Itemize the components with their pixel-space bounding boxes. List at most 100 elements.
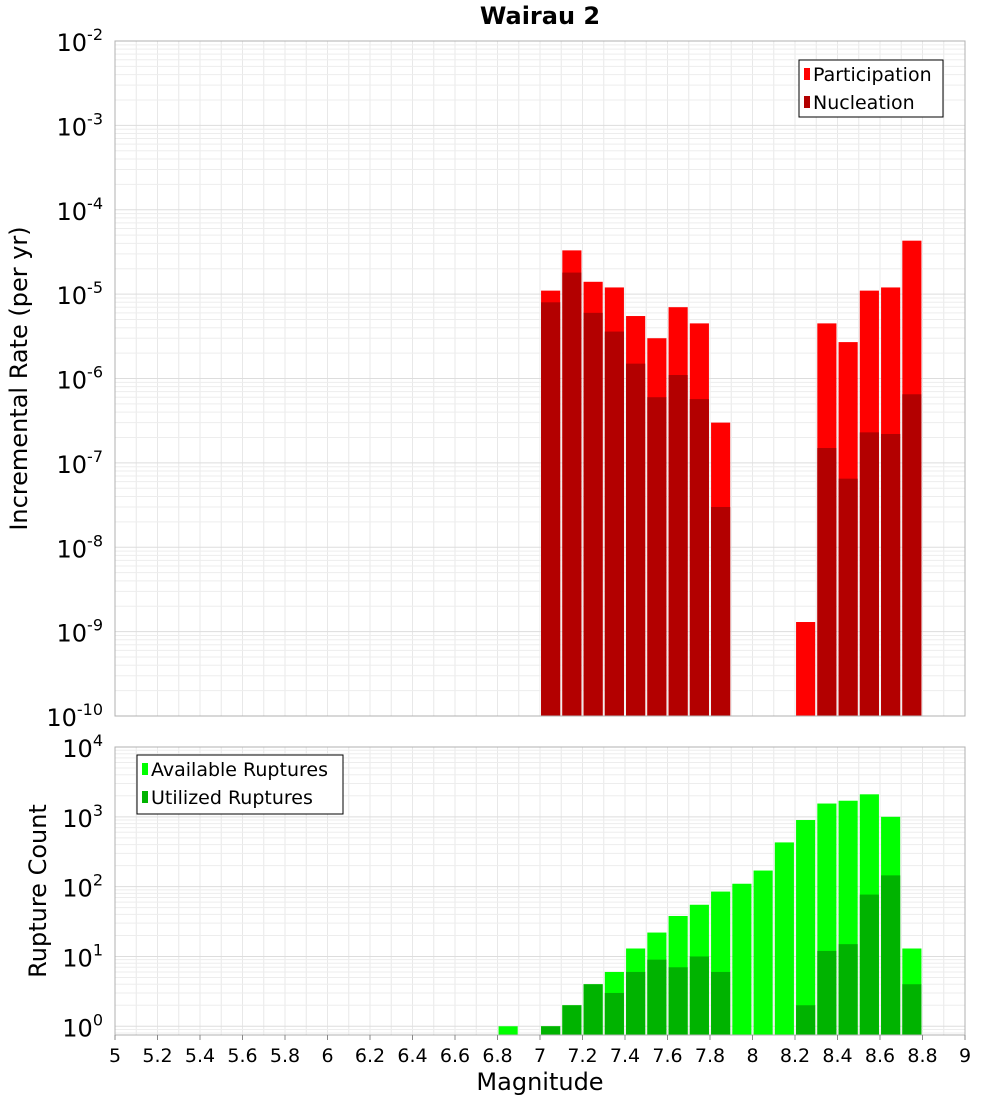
count-legend-swatch [142, 791, 148, 803]
count-x-tick-label: 5.6 [227, 1045, 257, 1067]
count-legend-box [136, 754, 344, 815]
rate-legend-box [798, 59, 944, 118]
count-x-tick-label: 8.6 [865, 1045, 895, 1067]
rate-bar [796, 622, 816, 716]
rate-y-tick-label: 10-3 [57, 109, 104, 141]
rate-bar [689, 399, 709, 716]
count-legend: Available Ruptures Utilized Ruptures [136, 754, 344, 815]
rate-legend-label: Nucleation [813, 92, 915, 114]
tick-mantissa: 10 [57, 113, 88, 141]
count-x-tick-label: 6 [321, 1045, 333, 1067]
tick-mantissa: 10 [57, 198, 88, 226]
count-bar [796, 1005, 816, 1035]
tick-exponent: -10 [77, 700, 103, 719]
count-legend-swatch [142, 763, 148, 775]
tick-exponent: -3 [87, 109, 103, 128]
tick-exponent: -8 [87, 531, 103, 550]
tick-mantissa: 10 [62, 944, 93, 972]
rate-bar [562, 272, 582, 716]
rate-legend-swatch [804, 96, 810, 108]
tick-exponent: 3 [93, 801, 103, 820]
rate-grid [115, 41, 965, 716]
tick-mantissa: 10 [57, 451, 88, 479]
count-bar [859, 894, 879, 1035]
count-y-tick-label: 102 [62, 871, 103, 903]
count-bar [902, 984, 922, 1035]
tick-exponent: 4 [93, 731, 103, 750]
count-x-tick-label: 8.2 [780, 1045, 810, 1067]
count-x-tick-label: 9 [959, 1045, 971, 1067]
count-legend-label: Available Ruptures [151, 759, 328, 781]
count-y-tick-label: 101 [62, 940, 103, 972]
tick-mantissa: 10 [57, 29, 88, 57]
tick-mantissa: 10 [62, 805, 93, 833]
rate-y-axis-label: Incremental Rate (per yr) [5, 226, 33, 530]
tick-mantissa: 10 [46, 704, 77, 732]
count-bar [881, 875, 901, 1035]
count-x-tick-label: 5 [109, 1045, 121, 1067]
rate-bar [711, 506, 731, 716]
count-x-tick-label: 7 [534, 1045, 546, 1067]
rate-y-tick-label: 10-8 [57, 531, 104, 563]
count-bar [498, 1026, 518, 1035]
tick-mantissa: 10 [57, 620, 88, 648]
rate-legend: Participation Nucleation [798, 59, 944, 118]
chart-title: Wairau 2 [480, 2, 600, 30]
rate-frame [114, 40, 966, 717]
count-bar [838, 944, 858, 1035]
rate-bar [859, 432, 879, 716]
count-bar [668, 967, 688, 1035]
tick-exponent: -7 [87, 447, 103, 466]
rate-y-tick-label: 10-2 [57, 25, 104, 57]
rate-bar [902, 394, 922, 716]
count-x-tick-label: 6.4 [397, 1045, 427, 1067]
count-x-ticks: 5 5.2 5.4 5.6 5.8 6 6.2 6.4 6.6 6.8 7 7.2 7.4 7.6 7.8 8… [109, 1035, 971, 1067]
count-bar [647, 959, 667, 1035]
count-x-tick-label: 6.6 [440, 1045, 470, 1067]
tick-mantissa: 10 [62, 735, 93, 763]
count-bar [732, 883, 752, 1035]
count-y-axis-label: Rupture Count [24, 804, 52, 978]
rate-y-tick-label: 10-4 [57, 194, 104, 226]
count-x-axis-label: Magnitude [476, 1068, 603, 1096]
rate-bar [817, 448, 837, 716]
tick-exponent: 1 [93, 940, 103, 959]
rate-y-tick-label: 10-10 [46, 700, 103, 732]
rate-bar [668, 375, 688, 716]
rate-bar [626, 363, 646, 716]
count-bar [796, 820, 816, 1035]
tick-exponent: 0 [93, 1010, 103, 1029]
count-bar [817, 950, 837, 1035]
rate-bar [541, 302, 561, 716]
count-bar [711, 971, 731, 1035]
tick-exponent: -9 [87, 616, 103, 635]
rate-y-tick-label: 10-6 [57, 363, 104, 395]
rate-bar [583, 312, 603, 716]
tick-exponent: -5 [87, 278, 103, 297]
count-series-utilized-ruptures [541, 875, 922, 1035]
count-y-tick-label: 103 [62, 801, 103, 833]
rate-y-tick-label: 10-9 [57, 616, 104, 648]
count-bar [562, 1005, 582, 1035]
rate-legend-swatch [804, 68, 810, 80]
tick-exponent: -4 [87, 194, 103, 213]
tick-mantissa: 10 [57, 535, 88, 563]
count-y-tick-label: 100 [62, 1010, 103, 1042]
count-bar [774, 842, 794, 1035]
rate-bar [838, 478, 858, 716]
tick-mantissa: 10 [57, 282, 88, 310]
rate-series-nucleation [541, 272, 922, 716]
count-x-tick-label: 8.8 [907, 1045, 937, 1067]
count-y-tick-label: 104 [62, 731, 103, 763]
count-legend-label: Utilized Ruptures [151, 787, 313, 809]
rate-legend-label: Participation [813, 64, 932, 86]
count-x-tick-label: 7.8 [695, 1045, 725, 1067]
count-x-tick-label: 6.8 [482, 1045, 512, 1067]
count-bar [753, 870, 773, 1035]
count-bar [626, 971, 646, 1035]
